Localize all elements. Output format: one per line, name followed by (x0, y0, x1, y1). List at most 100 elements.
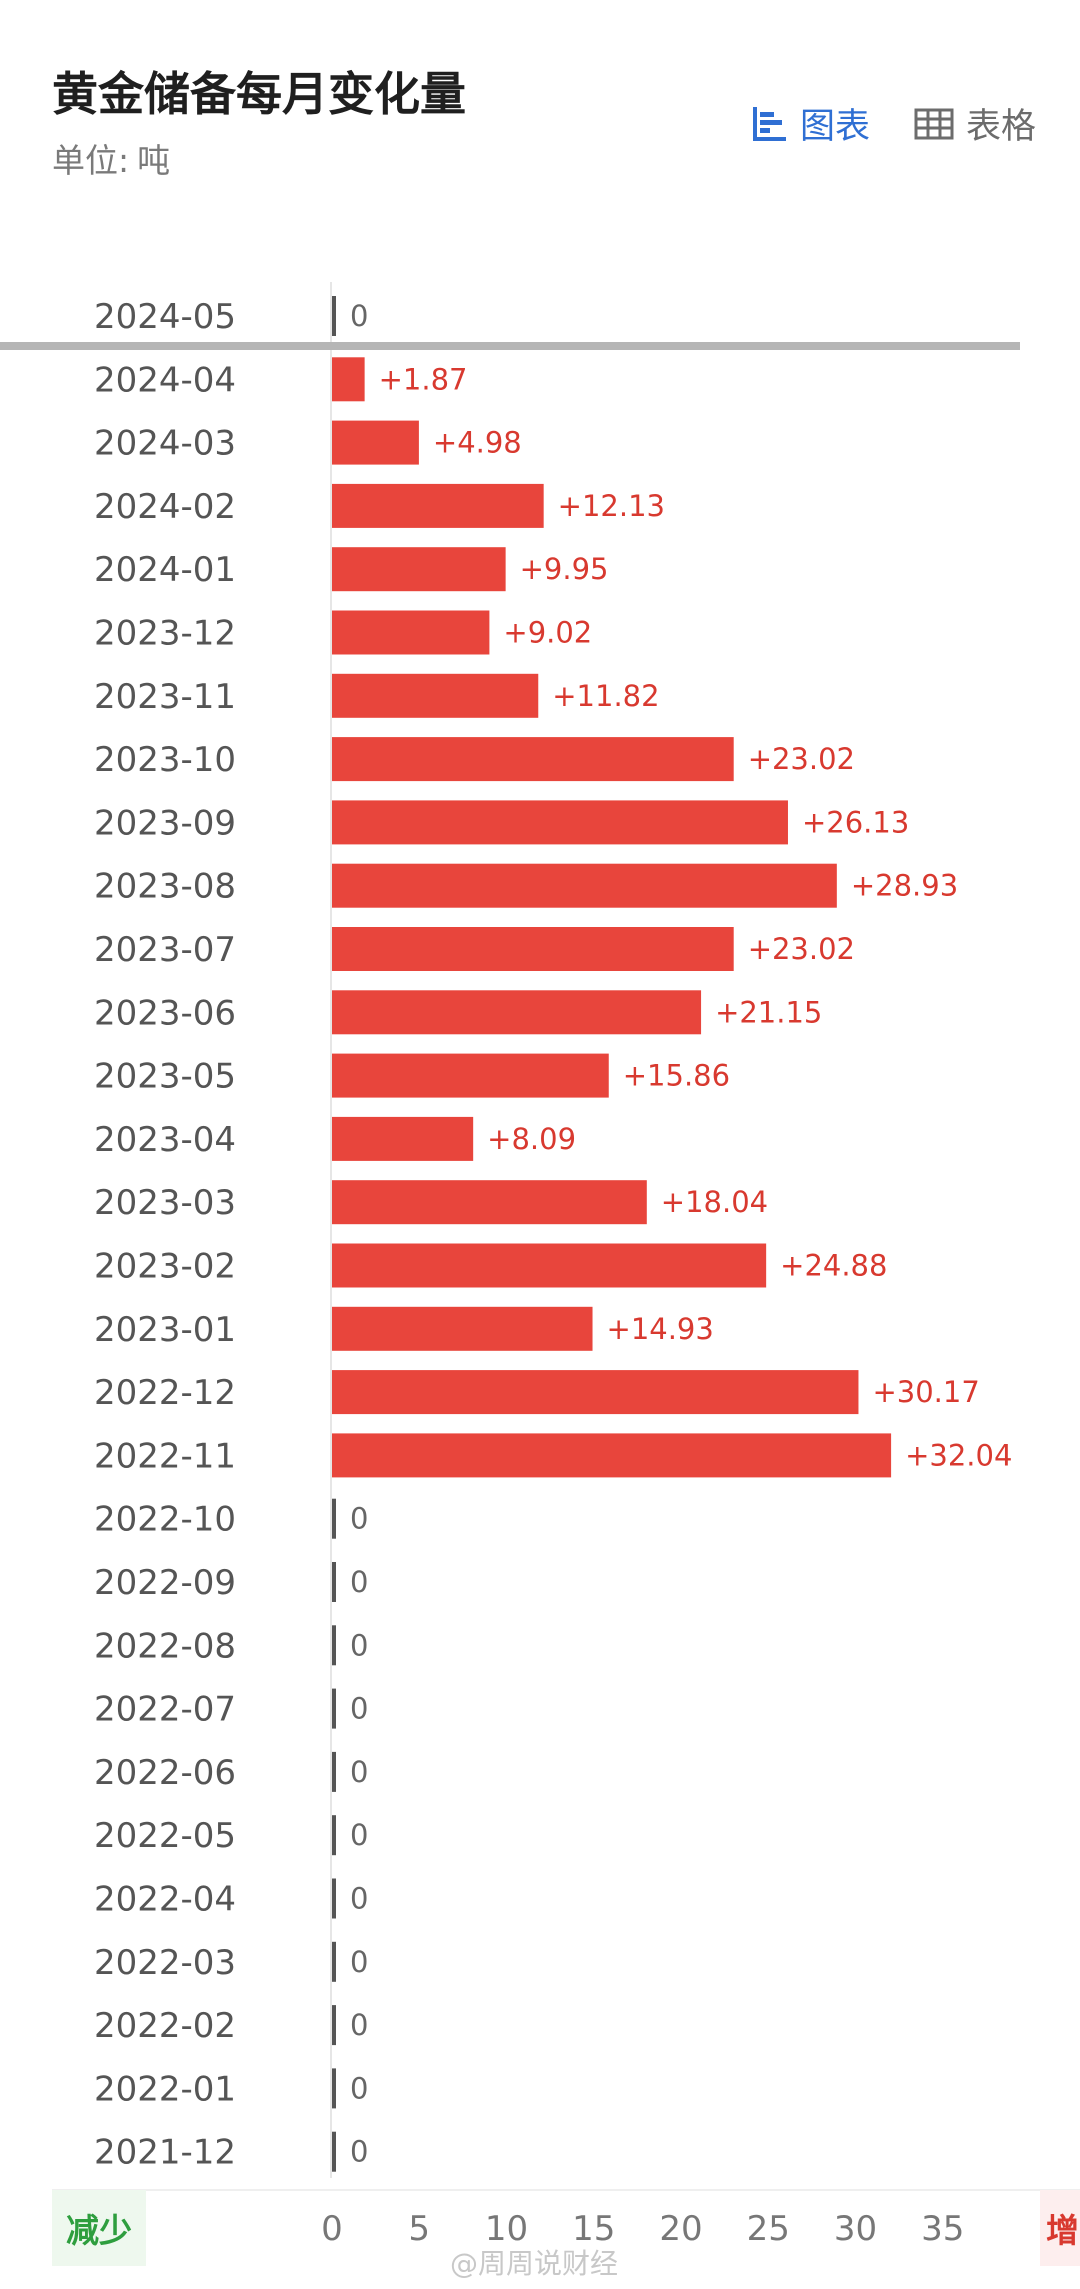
category-label: 2022-07 (94, 1690, 236, 1730)
category-label: 2022-01 (94, 2069, 236, 2109)
bar[interactable] (332, 1370, 859, 1415)
value-label: 0 (350, 2071, 368, 2105)
category-label: 2023-09 (94, 803, 236, 843)
category-label: 2022-03 (94, 1943, 236, 1983)
value-label: 0 (350, 1628, 368, 1662)
value-label: +11.82 (552, 679, 659, 713)
category-label: 2022-02 (94, 2006, 236, 2046)
value-label: +30.17 (872, 1375, 979, 1409)
category-label: 2023-01 (94, 1310, 236, 1350)
value-label: +23.02 (748, 932, 855, 966)
value-label: +1.87 (379, 362, 468, 396)
category-label: 2024-04 (94, 360, 236, 400)
category-label: 2022-08 (94, 1626, 236, 1666)
x-tick-label: 15 (572, 2209, 615, 2249)
bar[interactable] (332, 673, 539, 718)
category-label: 2022-12 (94, 1373, 236, 1413)
category-label: 2023-12 (94, 614, 236, 654)
value-label: +8.09 (487, 1122, 576, 1156)
value-label: +23.02 (748, 742, 855, 776)
category-label: 2022-04 (94, 1880, 236, 1920)
value-label: 0 (350, 1692, 368, 1726)
tab-chart[interactable]: 图表 (750, 98, 870, 149)
value-label: +15.86 (623, 1059, 730, 1093)
zero-bar (332, 1625, 336, 1666)
unit-value: 吨 (137, 141, 171, 180)
bar[interactable] (332, 863, 837, 908)
value-label: 0 (350, 1502, 368, 1536)
category-label: 2022-06 (94, 1753, 236, 1793)
bar[interactable] (332, 420, 419, 465)
bar[interactable] (332, 1116, 474, 1161)
category-label: 2021-12 (94, 2133, 236, 2173)
bar[interactable] (332, 610, 490, 655)
category-label: 2023-03 (94, 1183, 236, 1223)
chart-title: 黄金储备每月变化量 (52, 67, 466, 121)
bar[interactable] (332, 547, 506, 592)
category-label: 2024-03 (94, 424, 236, 464)
bar[interactable] (332, 1180, 647, 1225)
category-label: 2024-05 (94, 297, 236, 337)
value-label: +9.95 (520, 552, 609, 586)
value-label: 0 (350, 1565, 368, 1599)
value-label: 0 (350, 1755, 368, 1789)
value-label: 0 (350, 1882, 368, 1916)
value-label: +21.15 (715, 995, 822, 1029)
bar[interactable] (332, 357, 365, 402)
value-label: +28.93 (851, 869, 958, 903)
value-label: +9.02 (503, 616, 592, 650)
zero-bar (332, 1878, 336, 1919)
category-label: 2023-02 (94, 1247, 236, 1287)
bar[interactable] (332, 800, 788, 845)
x-tick-label: 25 (747, 2209, 790, 2249)
zero-bar (332, 1941, 336, 1982)
tab-table[interactable]: 表格 (914, 98, 1036, 149)
zero-bar (332, 1751, 336, 1792)
x-tick-label: 20 (659, 2209, 702, 2249)
zero-bar (332, 2068, 336, 2109)
category-label: 2024-02 (94, 487, 236, 527)
bar[interactable] (332, 483, 544, 528)
value-label: +12.13 (558, 489, 665, 523)
value-label: 0 (350, 1818, 368, 1852)
tab-chart-label: 图表 (799, 107, 870, 147)
decrease-legend: 减少 (52, 2190, 146, 2266)
table-grid-icon (914, 108, 954, 139)
bar[interactable] (332, 990, 702, 1035)
category-label: 2023-10 (94, 740, 236, 780)
unit-caption: 单位: 吨 (52, 134, 178, 182)
category-label: 2023-05 (94, 1057, 236, 1097)
bar[interactable] (332, 1243, 767, 1288)
bar[interactable] (332, 1433, 892, 1478)
bar[interactable] (332, 927, 734, 971)
value-label: +26.13 (802, 805, 909, 839)
category-label: 2023-11 (94, 677, 236, 717)
current-marker-line (0, 342, 1020, 350)
category-label: 2022-09 (94, 1563, 236, 1603)
category-label: 2023-08 (94, 867, 236, 907)
x-tick-label: 0 (321, 2209, 343, 2249)
category-label: 2024-01 (94, 550, 236, 590)
value-label: 0 (350, 1945, 368, 1979)
category-label: 2022-10 (94, 1500, 236, 1540)
watermark: @周周说财经 (450, 2247, 619, 2280)
bar-chart-icon (752, 106, 786, 141)
unit-label: 单位: (52, 141, 130, 180)
category-label: 2023-07 (94, 930, 236, 970)
x-tick-label: 35 (921, 2209, 964, 2249)
value-label: +4.98 (433, 426, 522, 460)
bar[interactable] (332, 1053, 609, 1098)
value-label: 0 (350, 2135, 368, 2169)
tab-table-label: 表格 (965, 107, 1036, 147)
value-label: +24.88 (780, 1249, 887, 1283)
zero-bar (332, 1498, 336, 1539)
increase-legend: 增 (1040, 2190, 1080, 2266)
view-tabs: 图表 表格 (750, 98, 1036, 149)
bar[interactable] (332, 1306, 593, 1351)
value-label: 0 (350, 2008, 368, 2042)
x-tick-label: 10 (485, 2209, 528, 2249)
zero-bar (332, 2005, 336, 2046)
category-label: 2022-11 (94, 1436, 236, 1476)
bar[interactable] (332, 737, 734, 782)
